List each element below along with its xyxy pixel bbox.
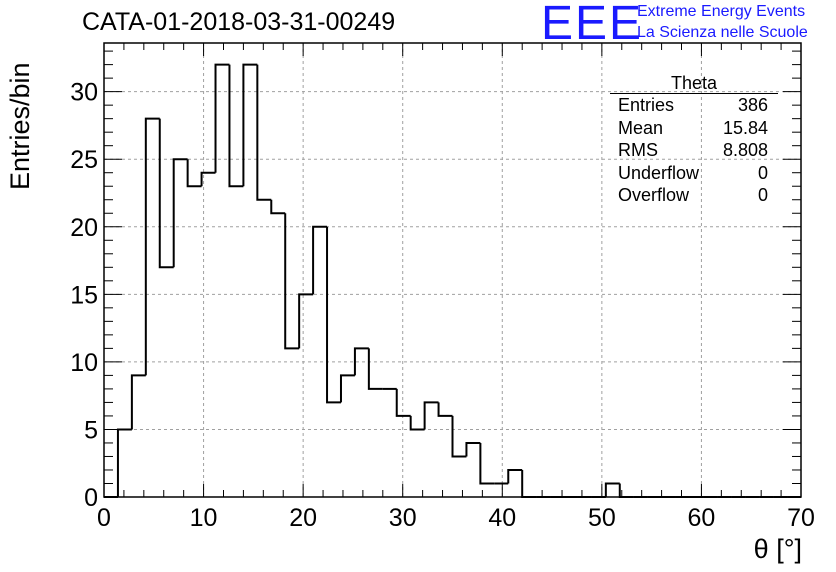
eee-logo: EEE (541, 0, 644, 50)
y-tick-label: 5 (84, 416, 98, 444)
histogram-bin (284, 213, 300, 350)
x-axis-label: θ [°] (753, 534, 802, 564)
y-tick-label: 25 (70, 146, 98, 174)
plot-border (103, 42, 802, 498)
y-tick-label: 20 (70, 214, 98, 242)
axis-ticks (103, 43, 802, 498)
histogram-bin (214, 63, 230, 173)
x-tick-label: 70 (787, 504, 815, 532)
x-tick-label: 40 (488, 504, 516, 532)
stats-value: 0 (757, 162, 768, 183)
histogram-bin (521, 469, 537, 498)
stats-label: Entries (618, 95, 675, 115)
histogram-bin (144, 117, 160, 376)
y-tick-label: 30 (70, 79, 98, 107)
histogram-bin (451, 415, 467, 458)
stats-value: 0 (757, 185, 768, 205)
x-tick-label: 30 (389, 504, 417, 532)
y-tick-label: 10 (70, 349, 98, 377)
histogram-bin (479, 442, 495, 485)
histogram-bin (298, 293, 314, 349)
stats-label: Overflow (618, 185, 690, 205)
stats-label: Underflow (618, 162, 700, 183)
org-name-line1: Extreme Energy Events (637, 3, 806, 20)
histogram-bin (339, 374, 355, 403)
histogram-bin (409, 415, 425, 431)
histogram-bin (158, 118, 174, 269)
chart-title: CATA-01-2018-03-31-00249 (82, 8, 396, 36)
x-tick-label: 10 (190, 504, 218, 532)
stats-value: 386 (737, 95, 768, 115)
histogram-bin (242, 63, 258, 187)
histogram-bin (130, 374, 146, 430)
y-tick-label: 15 (70, 281, 98, 309)
stats-value: 15.84 (722, 117, 768, 138)
histogram-bin (200, 171, 216, 187)
stats-row-overflow: Overflow 0 (610, 184, 778, 207)
x-tick-label: 0 (97, 504, 111, 532)
histogram-bin (353, 347, 369, 376)
histogram-bin (465, 441, 481, 457)
stats-row-entries: Entries 386 (610, 94, 778, 117)
stats-row-mean: Mean 15.84 (610, 117, 778, 140)
stats-label: RMS (618, 140, 658, 160)
histogram-bin (437, 402, 453, 417)
stats-label: Mean (618, 117, 664, 138)
y-axis-label: Entries/bin (5, 62, 35, 190)
stats-value: 8.808 (722, 140, 768, 160)
stats-row-rms: RMS 8.808 (610, 139, 778, 162)
org-name-line2: La Scienza nelle Scuole (637, 24, 808, 41)
histogram-bin (326, 226, 341, 404)
stats-box: Theta Entries 386 Mean 15.84 RMS 8.808 U… (610, 73, 778, 207)
histogram-bin (367, 348, 383, 390)
histogram-bin (604, 482, 620, 497)
plot-frame (103, 42, 802, 498)
histogram-bin (172, 158, 188, 268)
histogram-bin (507, 468, 523, 484)
tick-labels: 0 10 20 30 40 50 60 70 0 5 10 15 20 25 30 (70, 79, 815, 532)
histogram-bin (256, 64, 272, 201)
histogram-bin (186, 159, 202, 188)
x-tick-label: 20 (289, 504, 317, 532)
histogram-bin (312, 225, 328, 295)
histogram-bin (270, 199, 286, 215)
histogram-bin (423, 401, 439, 430)
histogram-bin (395, 388, 411, 417)
stats-row-underflow: Underflow 0 (610, 162, 778, 185)
x-tick-label: 60 (688, 504, 716, 532)
x-tick-label: 50 (588, 504, 616, 532)
histogram-bin (116, 428, 132, 497)
histogram-bin (228, 64, 244, 188)
y-tick-label: 0 (84, 484, 98, 512)
stats-title: Theta (610, 73, 778, 94)
